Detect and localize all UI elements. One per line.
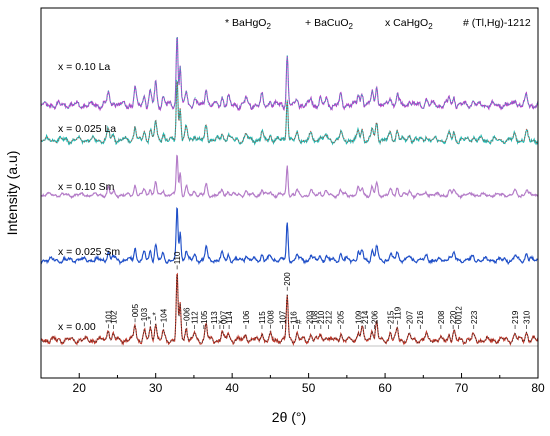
- peak-label: #: [295, 319, 304, 324]
- peak-label: 208: [437, 310, 446, 324]
- legend: * BaHgO2 + BaCuO2 x CaHgO2 # (Tl,Hg)-1212: [225, 17, 531, 31]
- peak-label: 205: [337, 310, 346, 324]
- peak-label: 106: [242, 310, 251, 324]
- peak-label: 0012: [455, 306, 464, 324]
- peak-label: 007: [220, 310, 229, 324]
- legend-entry: # (Tl,Hg)-1212: [463, 17, 531, 29]
- peak-label: 104: [159, 308, 168, 322]
- series-fit-line: [40, 154, 539, 198]
- peak-label: *: [152, 312, 161, 315]
- y-axis-title: Intensity (a.u): [4, 151, 20, 236]
- peak-label: 310: [523, 310, 532, 324]
- x-axis: 20 30 40 50 60 70 80: [40, 373, 545, 395]
- peak-label: 223: [470, 310, 479, 324]
- peak-label: 115: [258, 311, 267, 324]
- peak-label: 109: [354, 310, 363, 324]
- series-fit-line: [40, 81, 539, 144]
- peak-label: 210: [317, 310, 326, 324]
- x-tick-label: 60: [378, 381, 392, 395]
- peak-label: 216: [416, 310, 425, 324]
- peak-label: 215: [386, 310, 395, 324]
- plot-frame: [40, 7, 539, 379]
- x-tick-label: 30: [149, 381, 163, 395]
- x-tick-label: 50: [302, 381, 316, 395]
- series-fit-line: [40, 36, 539, 110]
- x-tick-label: 70: [455, 381, 469, 395]
- series-fit-line: [40, 207, 539, 264]
- legend-entry: x CaHgO2: [385, 17, 433, 31]
- peak-label: 006: [182, 307, 191, 321]
- series-label: x = 0.025 Sm: [58, 246, 120, 258]
- peak-label: x: [216, 320, 225, 324]
- peak-label: 113: [210, 311, 219, 324]
- series-line: [40, 155, 539, 201]
- legend-entry: * BaHgO2: [225, 17, 271, 31]
- peak-label: 116: [289, 311, 298, 324]
- peak-label: 102: [110, 310, 119, 324]
- x-tick-label: 40: [225, 381, 239, 395]
- peak-label: *: [146, 316, 155, 319]
- series-label: x = 0.10 Sm: [58, 181, 115, 193]
- peak-label: 103: [140, 307, 149, 321]
- peak-label: 207: [406, 310, 415, 324]
- peak-label: 112: [191, 311, 200, 324]
- peak-label: 220: [449, 310, 458, 324]
- peak-label: 107: [279, 310, 288, 324]
- x-tick-label: 80: [531, 381, 545, 395]
- peak-label: 200: [283, 272, 292, 286]
- series-label: x = 0.00: [58, 321, 96, 333]
- peak-label: 005: [131, 303, 140, 317]
- peak-label: 101: [104, 309, 113, 323]
- peak-label: 105: [200, 310, 209, 324]
- x-tick-label: 20: [73, 381, 87, 395]
- peak-label: 108: [311, 310, 320, 324]
- legend-entry: + BaCuO2: [305, 17, 354, 31]
- peak-label: 219: [511, 310, 520, 324]
- series-traces: [40, 36, 539, 347]
- peak-label: 119: [393, 306, 402, 319]
- peak-label: 214: [361, 310, 370, 324]
- series-label: x = 0.10 La: [58, 61, 110, 73]
- peak-label: 114: [225, 311, 234, 324]
- peak-label: 206: [370, 310, 379, 324]
- series-labels: x = 0.00 x = 0.025 Sm x = 0.10 Sm x = 0.025…: [58, 61, 120, 333]
- series-label: x = 0.025 La: [58, 123, 116, 135]
- x-axis-title: 2θ (°): [272, 409, 306, 425]
- peak-label: 212: [325, 310, 334, 324]
- peak-label: 203: [305, 310, 314, 324]
- peak-label: 110: [173, 251, 182, 264]
- peak-label: 008: [266, 310, 275, 324]
- series-line: [40, 37, 539, 112]
